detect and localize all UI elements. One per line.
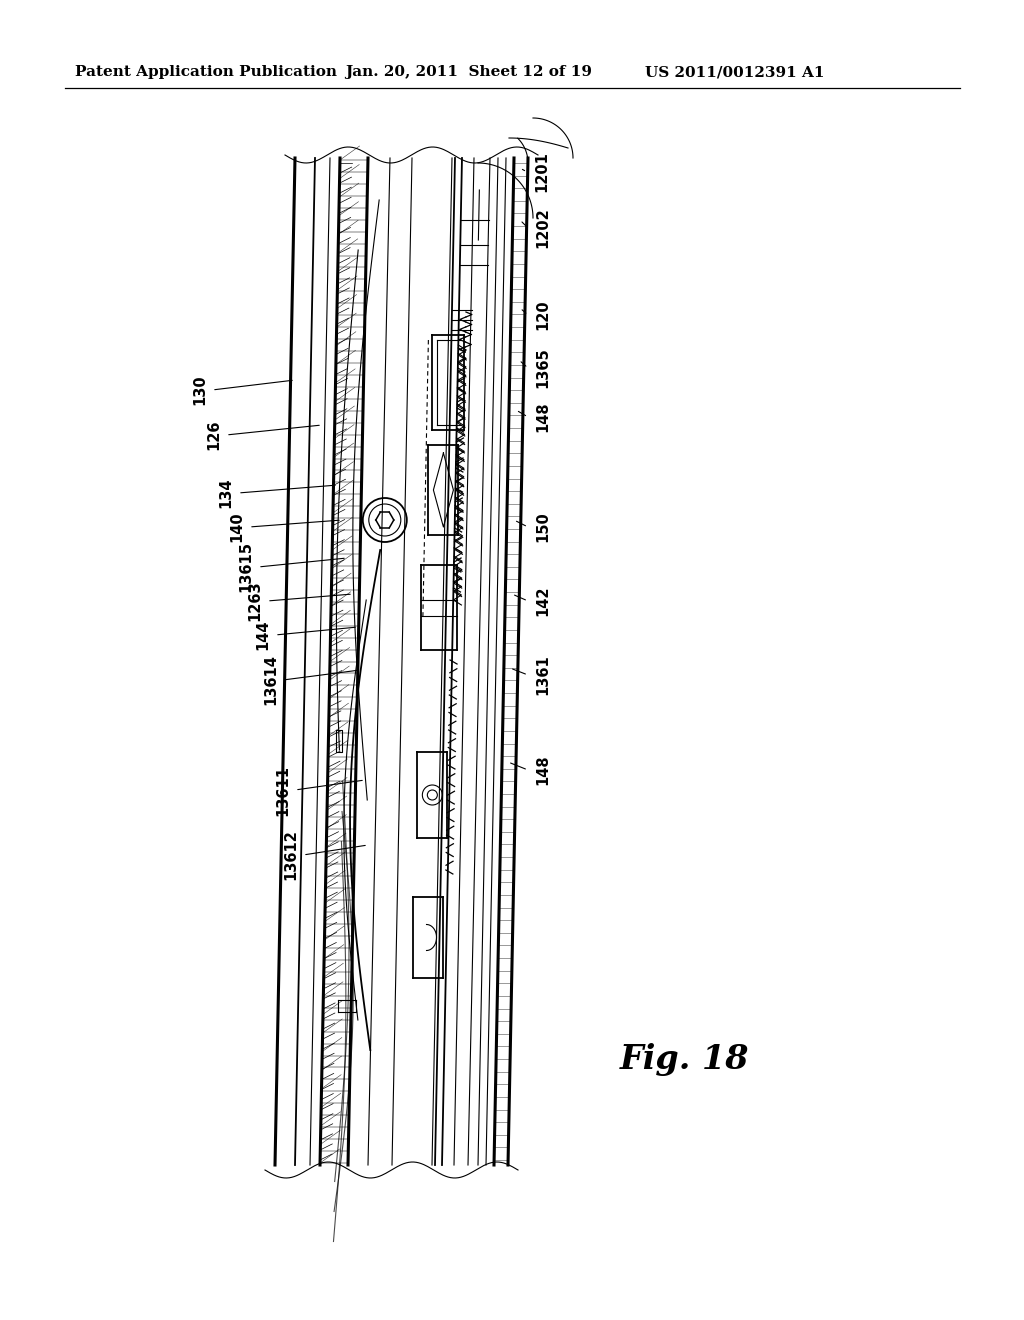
Text: Jan. 20, 2011  Sheet 12 of 19: Jan. 20, 2011 Sheet 12 of 19 [345, 65, 592, 79]
Text: Fig. 18: Fig. 18 [620, 1044, 750, 1077]
Text: US 2011/0012391 A1: US 2011/0012391 A1 [645, 65, 824, 79]
Text: 130: 130 [193, 375, 208, 405]
Text: 148: 148 [536, 401, 551, 433]
Text: 13615: 13615 [239, 541, 254, 593]
Text: 1263: 1263 [248, 581, 262, 622]
Text: 13614: 13614 [263, 655, 279, 705]
Text: 1361: 1361 [536, 655, 551, 696]
Text: 1365: 1365 [536, 347, 551, 388]
Text: 120: 120 [536, 300, 551, 330]
Text: Patent Application Publication: Patent Application Publication [75, 65, 337, 79]
Text: 140: 140 [229, 512, 245, 543]
Text: 126: 126 [207, 420, 221, 450]
Text: 144: 144 [256, 620, 270, 651]
Text: 13611: 13611 [275, 764, 291, 816]
Text: 1202: 1202 [536, 207, 551, 248]
Text: 142: 142 [536, 586, 551, 616]
Text: 134: 134 [218, 478, 233, 508]
Text: 150: 150 [536, 512, 551, 543]
Text: 1201: 1201 [535, 152, 550, 193]
Text: 148: 148 [536, 755, 551, 785]
Text: 13612: 13612 [284, 829, 299, 880]
